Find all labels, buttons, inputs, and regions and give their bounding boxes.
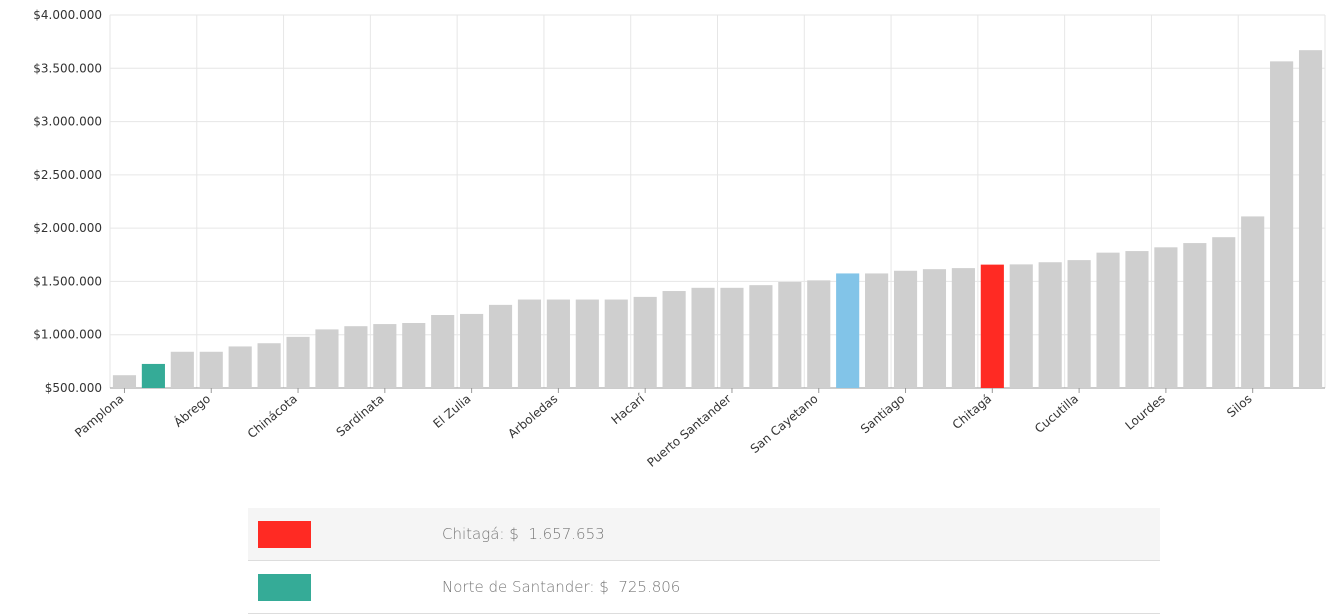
bar (575, 299, 599, 388)
bar (604, 299, 628, 388)
x-tick-label: Santiago (858, 392, 908, 437)
bar (1096, 252, 1120, 388)
x-tick-label: Hacarí (609, 391, 648, 427)
bar (836, 273, 860, 388)
x-tick-label: Arboledas (505, 392, 560, 441)
bar (691, 287, 715, 388)
y-tick-label: $3.500.000 (33, 61, 102, 75)
page: {"chart_data": {"type": "bar", "categori… (33, 8, 1326, 614)
x-tick-label: Sardinata (334, 392, 387, 440)
bar (1212, 237, 1236, 388)
x-tick-label: Chitagá (950, 392, 995, 433)
bar (373, 324, 397, 388)
bar (286, 336, 310, 388)
bar (1009, 264, 1033, 388)
x-tick-label: Ábrego (171, 391, 213, 430)
bar (488, 304, 513, 388)
bar (402, 322, 426, 388)
y-tick-label: $3.000.000 (33, 115, 102, 129)
bar (344, 326, 368, 388)
bar (807, 280, 831, 388)
x-tick-label: Puerto Santander (644, 392, 733, 470)
bar (1154, 247, 1178, 388)
x-tick-label: El Zulia (430, 392, 473, 431)
bar (460, 313, 484, 388)
bar (199, 351, 223, 388)
bar (662, 291, 686, 388)
bar (1067, 260, 1091, 388)
bar (865, 273, 889, 388)
bar (720, 287, 744, 388)
bar (315, 329, 339, 388)
bar (893, 270, 918, 388)
bar (922, 269, 947, 388)
bar (1241, 216, 1265, 388)
legend-item: Chitagá: $ 1.657.653 (248, 508, 1160, 561)
y-tick-label: $1.500.000 (33, 274, 102, 288)
bar (112, 375, 137, 388)
y-tick-label: $2.000.000 (33, 221, 102, 235)
y-tick-label: $4.000.000 (33, 8, 102, 22)
x-tick-label: Cucutilla (1032, 392, 1081, 436)
x-tick-label: Pamplona (72, 392, 126, 441)
bar (633, 296, 657, 388)
bar (431, 314, 455, 388)
legend-label: Norte de Santander: $ 725.806 (442, 578, 681, 596)
bar (228, 346, 252, 388)
bar (778, 281, 802, 388)
bar (257, 343, 281, 388)
x-tick-label: Silos (1224, 392, 1254, 421)
legend-swatch (258, 573, 311, 601)
legend: Chitagá: $ 1.657.653 Norte de Santander: … (248, 508, 1160, 614)
bar (1125, 251, 1149, 388)
legend-item: Norte de Santander: $ 725.806 (248, 561, 1160, 614)
bar (749, 285, 773, 388)
chart: $500.000 $1.000.000 $1.500.000 $2.000.000 $2… (33, 8, 1326, 470)
bar (141, 363, 165, 388)
bar (1183, 243, 1207, 388)
x-tick-label: Lourdes (1123, 392, 1168, 433)
legend-label: Chitagá: $ 1.657.653 (442, 525, 605, 543)
legend-swatch (258, 520, 311, 548)
y-tick-label: $1.000.000 (33, 328, 102, 342)
x-tick-label: Chinácota (245, 392, 300, 441)
x-tick-label: San Cayetano (748, 392, 821, 456)
bar (980, 264, 1004, 388)
bar (546, 299, 570, 388)
bar (1270, 61, 1294, 388)
bar (170, 351, 194, 388)
y-tick-label: $2.500.000 (33, 168, 102, 182)
y-tick-label: $500.000 (45, 381, 102, 395)
bar (1298, 50, 1323, 388)
bar (517, 299, 542, 388)
bar (1038, 262, 1062, 388)
bar (951, 268, 975, 388)
